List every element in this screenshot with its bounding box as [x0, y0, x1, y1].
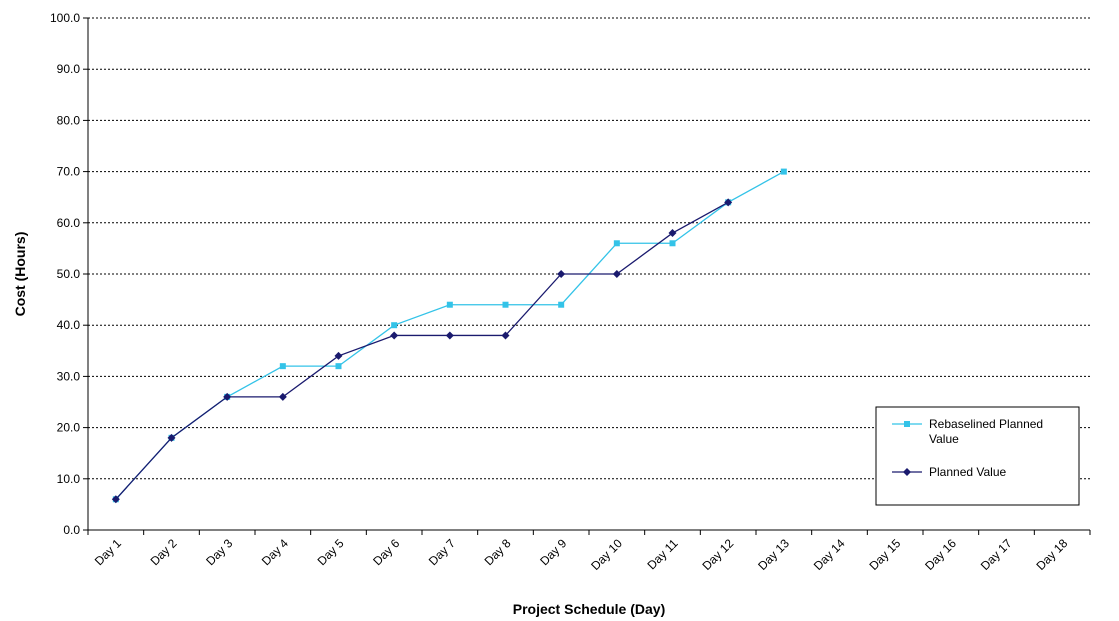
x-tick-label: Day 11	[644, 536, 680, 572]
data-point	[334, 351, 343, 360]
x-tick-label: Day 14	[811, 536, 848, 573]
data-point	[278, 392, 287, 401]
x-tick-label: Day 9	[537, 536, 569, 568]
data-point	[279, 363, 286, 370]
x-tick-label: Day 3	[203, 536, 235, 568]
data-point	[446, 301, 453, 308]
y-tick-label: 80.0	[57, 113, 81, 127]
x-tick-label: Day 15	[866, 536, 903, 573]
x-tick-label: Day 5	[315, 536, 347, 568]
y-tick-label: 100.0	[50, 11, 80, 25]
y-tick-label: 70.0	[57, 165, 81, 179]
x-tick-label: Day 6	[370, 536, 402, 568]
legend-label-planned: Planned Value	[929, 465, 1007, 479]
legend-marker-planned	[903, 468, 911, 476]
legend-label-rebaselined: Rebaselined Planned Value	[929, 417, 1046, 446]
y-tick-label: 60.0	[57, 216, 81, 230]
y-tick-label: 20.0	[57, 421, 81, 435]
data-point	[391, 322, 398, 329]
data-point	[445, 331, 454, 340]
y-tick-label: 30.0	[57, 369, 81, 383]
data-point	[558, 301, 565, 308]
series-planned-value	[111, 198, 733, 504]
y-tick-label: 90.0	[57, 62, 81, 76]
data-point	[668, 229, 677, 238]
x-tick-label: Day 10	[588, 536, 625, 573]
x-tick-label: Day 17	[978, 536, 1015, 573]
series-line	[115, 201, 729, 500]
x-tick-label: Day 16	[922, 536, 959, 573]
data-point	[502, 301, 509, 308]
y-tick-label: 40.0	[57, 318, 81, 332]
x-tick-labels: Day 1 Day 2 Day 3 Day 4 Day 5 Day 6 Day 7 Day 8…	[87, 530, 1091, 573]
data-point	[390, 331, 399, 340]
data-point	[111, 495, 120, 504]
x-tick-label: Day 18	[1033, 536, 1070, 573]
data-point	[167, 433, 176, 442]
series-group	[111, 168, 787, 504]
data-point	[613, 240, 620, 247]
data-point	[501, 331, 510, 340]
data-point	[669, 240, 676, 247]
y-tick-label: 0.0	[63, 523, 80, 537]
data-point	[612, 270, 621, 278]
data-point	[780, 168, 787, 175]
y-tick-labels: 0.0 10.0 20.0 30.0 40.0 50.0 60.0 70.0 80.0 90.0 1…	[50, 11, 88, 537]
y-tick-label: 50.0	[57, 267, 81, 281]
x-tick-label: Day 13	[755, 536, 792, 573]
data-point	[724, 198, 733, 207]
y-axis-title: Cost (Hours)	[12, 232, 28, 317]
data-point	[223, 392, 232, 401]
legend-marker-rebaselined	[904, 421, 910, 427]
x-axis-title: Project Schedule (Day)	[513, 601, 666, 617]
y-tick-label: 10.0	[57, 472, 81, 486]
x-tick-label: Day 12	[699, 536, 736, 573]
legend: Rebaselined Planned Value Planned Value	[875, 406, 1080, 506]
x-tick-label: Day 4	[259, 536, 291, 568]
data-point	[335, 363, 342, 370]
x-tick-label: Day 1	[92, 536, 124, 568]
x-tick-label: Day 8	[482, 536, 514, 568]
data-point	[557, 270, 566, 278]
x-tick-label: Day 2	[148, 536, 180, 568]
x-tick-label: Day 7	[426, 536, 458, 568]
